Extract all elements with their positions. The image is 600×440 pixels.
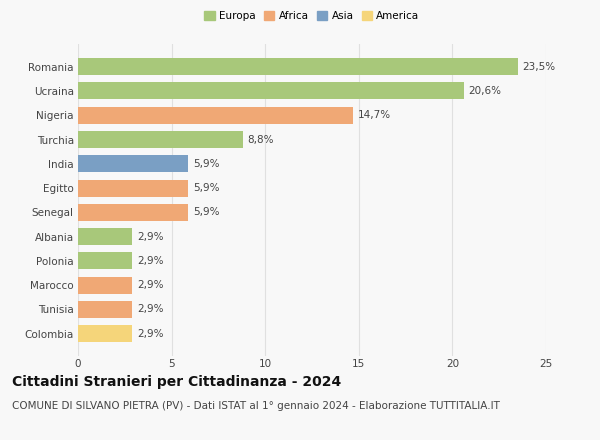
- Text: 23,5%: 23,5%: [523, 62, 556, 72]
- Text: 5,9%: 5,9%: [193, 183, 220, 193]
- Bar: [78, 204, 188, 221]
- Text: 5,9%: 5,9%: [193, 207, 220, 217]
- Text: 2,9%: 2,9%: [137, 280, 163, 290]
- Legend: Europa, Africa, Asia, America: Europa, Africa, Asia, America: [202, 9, 422, 23]
- Bar: [78, 228, 132, 245]
- Bar: [78, 131, 243, 148]
- Text: COMUNE DI SILVANO PIETRA (PV) - Dati ISTAT al 1° gennaio 2024 - Elaborazione TUT: COMUNE DI SILVANO PIETRA (PV) - Dati IST…: [12, 401, 500, 411]
- Bar: [78, 301, 132, 318]
- Bar: [78, 277, 132, 293]
- Bar: [78, 107, 353, 124]
- Text: 2,9%: 2,9%: [137, 329, 163, 339]
- Text: 2,9%: 2,9%: [137, 256, 163, 266]
- Bar: [78, 155, 188, 172]
- Bar: [78, 58, 518, 75]
- Text: 20,6%: 20,6%: [469, 86, 502, 96]
- Text: 2,9%: 2,9%: [137, 231, 163, 242]
- Bar: [78, 180, 188, 197]
- Text: 2,9%: 2,9%: [137, 304, 163, 315]
- Text: 8,8%: 8,8%: [247, 135, 274, 144]
- Text: 14,7%: 14,7%: [358, 110, 391, 120]
- Text: 5,9%: 5,9%: [193, 159, 220, 169]
- Bar: [78, 253, 132, 269]
- Bar: [78, 82, 464, 99]
- Bar: [78, 325, 132, 342]
- Text: Cittadini Stranieri per Cittadinanza - 2024: Cittadini Stranieri per Cittadinanza - 2…: [12, 375, 341, 389]
